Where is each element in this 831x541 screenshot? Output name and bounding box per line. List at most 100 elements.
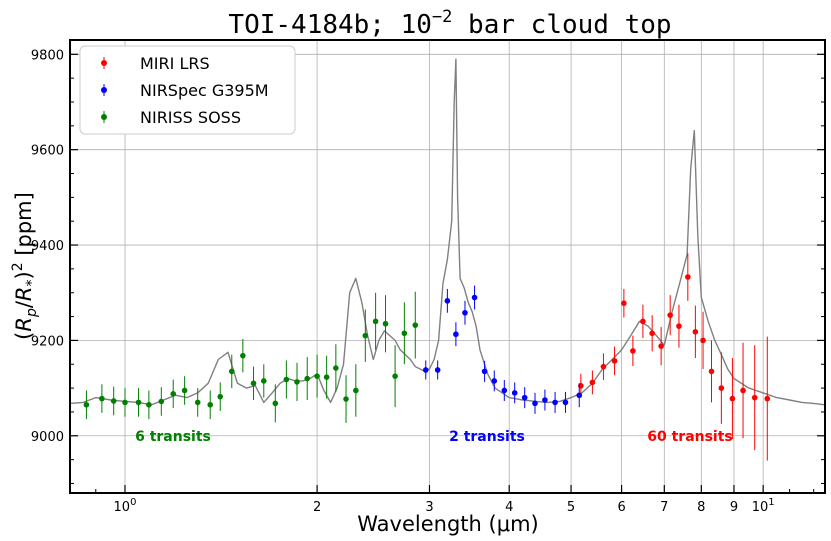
miri-lrs-point [700,337,706,344]
miri-lrs-point [685,274,691,280]
nirspec-g395m-point [511,390,518,396]
miri-lrs-point [649,330,655,337]
niriss-soss-point [217,393,224,400]
nirspec-g395m-point [521,394,528,401]
miri-lrs-point [708,368,715,375]
niriss-soss-point [170,391,177,397]
grid-lines [70,40,825,493]
nirspec-g395m-point [453,331,459,338]
data-points [83,253,771,461]
niriss-soss-point [392,373,398,379]
nirspec-g395m-point [481,368,488,375]
transit-count-label: 2 transits [449,429,525,445]
plot-frame [69,39,826,494]
niriss-soss-point [343,396,349,402]
niriss-soss-point [99,395,105,402]
axis-ticks: 100 2 3 4 5 6 7 8 9 101 9000 9200 9400 9600 9800 [31,48,825,515]
y-axis-label: (Rp/R*)2 [ppm] [10,192,40,340]
niriss-soss-point [122,399,128,406]
x-tick-label: 100 [114,497,137,515]
niriss-soss-point [158,398,165,405]
nirspec-g395m-point [422,367,429,373]
niriss-soss-point [228,368,235,375]
niriss-soss-point [250,380,257,387]
nirspec-g395m-point [576,392,583,399]
legend-label: MIRI LRS [140,54,210,73]
niriss-soss-point [207,401,214,408]
legend: MIRI LRS NIRSpec G395M NIRISS SOSS [79,45,296,135]
y-tick-label: 9400 [31,239,64,254]
nirspec-g395m-point [552,399,558,406]
niriss-soss-point [382,320,389,327]
niriss-soss-point [294,379,300,385]
niriss-soss-point [323,374,330,380]
x-tick-label: 2 [313,500,321,515]
niriss-soss-point [304,375,311,382]
niriss-soss-point [333,365,339,371]
nirspec-g395m-point [462,309,468,316]
nirspec-g395m-point [542,397,548,403]
miri-lrs-point [640,318,646,325]
miri-lrs-point [692,329,699,335]
miri-lrs-point [676,323,682,329]
niriss-soss-point [83,401,90,408]
x-tick-label: 7 [660,500,668,515]
niriss-soss-point [135,399,142,406]
niriss-soss-point [362,332,369,339]
nirspec-g395m-point [444,298,451,304]
miri-lrs-point [611,358,618,364]
miri-lrs-point [729,395,736,402]
x-tick-label: 6 [617,500,625,515]
x-tick-label: 9 [730,500,738,515]
nirspec-g395m-point [501,387,508,394]
miri-lrs-point [718,385,725,391]
chart-title: TOI-4184b; 10−2 bar cloud top [228,7,671,40]
legend-marker [101,60,107,66]
niriss-soss-point [194,399,201,406]
x-tick-label: 101 [752,497,775,515]
niriss-soss-point [314,373,320,379]
nirspec-g395m-point [491,378,498,384]
niriss-soss-point [146,401,152,408]
miri-lrs-point [621,300,627,307]
x-axis-label: Wavelength (μm) [357,512,538,536]
y-tick-label: 9800 [31,48,64,63]
transit-count-label: 60 transits [647,429,733,445]
model-line [69,58,826,406]
miri-lrs-point [658,343,664,349]
x-tick-label: 4 [505,500,513,515]
niriss-soss-point [401,330,408,337]
miri-lrs-point [600,363,607,370]
legend-label: NIRSpec G395M [140,81,269,100]
miri-lrs-point [740,387,746,394]
niriss-soss-point [272,400,279,407]
nirspec-g395m-point [562,399,569,406]
nirspec-g395m-point [434,367,441,373]
x-tick-label: 5 [567,500,575,515]
miri-lrs-point [630,348,636,354]
transit-annotations: 60 transits 2 transits 6 transits [135,429,733,445]
y-tick-label: 9000 [31,430,64,445]
legend-box [79,45,296,135]
x-tick-label: 3 [425,500,433,515]
niriss-soss-point [260,378,267,384]
miri-lrs-point [589,379,596,386]
nirspec-g395m-point [471,294,478,301]
y-tick-label: 9600 [31,144,64,159]
transit-count-label: 6 transits [135,429,211,445]
niriss-soss-point [283,376,290,383]
legend-label: NIRISS SOSS [140,108,241,127]
niriss-soss-point [181,387,188,394]
miri-lrs-point [751,394,758,401]
x-tick-label: 8 [697,500,705,515]
niriss-soss-point [110,398,117,404]
model-spectrum [69,58,826,406]
niriss-soss-point [240,352,246,359]
legend-marker [101,87,107,93]
nirspec-g395m-point [532,400,538,407]
y-tick-label: 9200 [31,334,64,349]
miri-lrs-point [764,395,771,402]
niriss-soss-point [412,322,419,328]
niriss-soss-point [372,318,379,325]
